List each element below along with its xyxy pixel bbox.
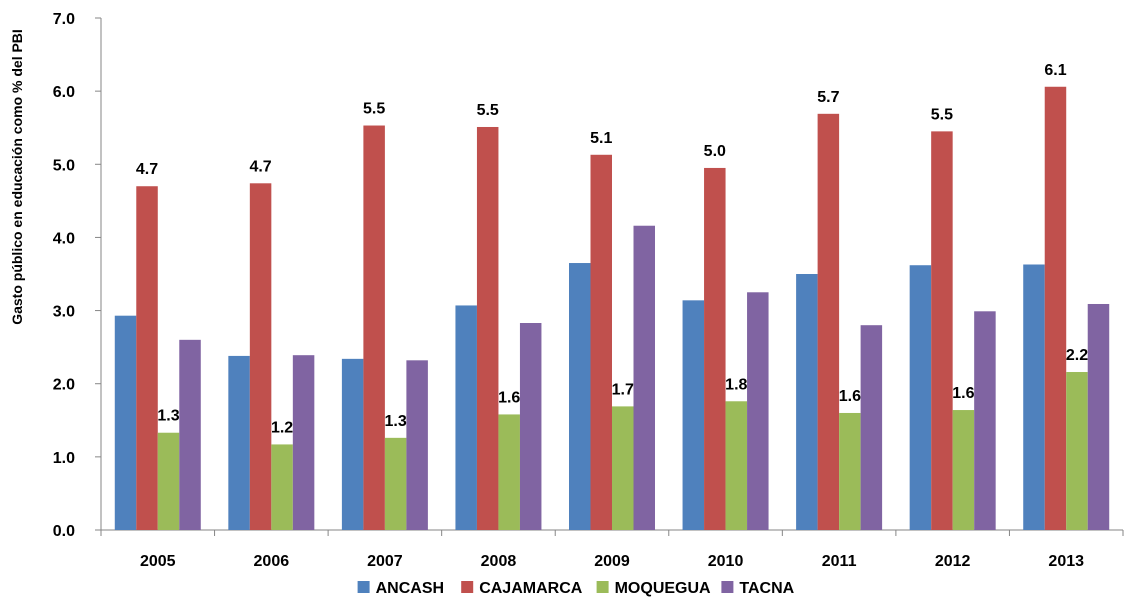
bar-ancash bbox=[796, 274, 818, 530]
y-tick-label: 3.0 bbox=[53, 304, 75, 321]
bar-cajamarca bbox=[704, 167, 726, 530]
y-axis-label: Gasto público en educación como % del PB… bbox=[9, 29, 25, 325]
bar-ancash bbox=[228, 355, 250, 530]
bar-ancash bbox=[682, 300, 705, 530]
data-label-cajamarca: 5.5 bbox=[363, 101, 385, 118]
data-label-cajamarca: 5.1 bbox=[590, 130, 612, 147]
bar-cajamarca bbox=[1044, 86, 1067, 531]
x-tick-label: 2012 bbox=[935, 553, 971, 570]
data-label-cajamarca: 6.1 bbox=[1044, 62, 1066, 79]
x-tick-label: 2013 bbox=[1048, 553, 1084, 570]
legend-swatch bbox=[357, 581, 370, 593]
bar-tacna bbox=[519, 323, 542, 530]
legend-item-ancash: ANCASH bbox=[357, 580, 444, 597]
data-label-cajamarca: 4.7 bbox=[136, 161, 158, 178]
y-tick-label: 4.0 bbox=[53, 230, 75, 247]
bar-moquegua bbox=[498, 414, 520, 530]
legend-item-tacna: TACNA bbox=[721, 580, 795, 597]
plot-area: 0.0 1.0 2.0 3.0 4.0 5.0 6.0 7.0 2005 4.7 1.3 2006 4.… bbox=[53, 11, 1124, 570]
bar-moquegua bbox=[1066, 372, 1088, 530]
data-label-moquegua: 1.6 bbox=[498, 389, 520, 406]
bar-cajamarca bbox=[931, 131, 953, 530]
bar-tacna bbox=[633, 225, 655, 530]
bar-tacna bbox=[747, 292, 769, 530]
bar-moquegua bbox=[839, 412, 861, 530]
data-label-moquegua: 1.3 bbox=[157, 408, 179, 425]
data-label-cajamarca: 5.0 bbox=[704, 143, 726, 160]
x-tick-label: 2009 bbox=[594, 553, 630, 570]
x-tick-label: 2011 bbox=[822, 553, 857, 570]
y-tick-label: 0.0 bbox=[53, 523, 75, 540]
x-tick-label: 2007 bbox=[367, 553, 403, 570]
data-label-moquegua: 1.2 bbox=[271, 419, 293, 436]
y-tick-label: 5.0 bbox=[53, 157, 75, 174]
bar-tacna bbox=[860, 325, 883, 530]
bar-tacna bbox=[292, 355, 315, 530]
bar-moquegua bbox=[271, 444, 293, 530]
data-label-moquegua: 1.3 bbox=[385, 413, 407, 430]
legend-label: TACNA bbox=[739, 580, 794, 597]
data-label-moquegua: 1.6 bbox=[952, 385, 974, 402]
data-label-moquegua: 1.7 bbox=[612, 381, 634, 398]
legend-item-cajamarca: CAJAMARCA bbox=[461, 580, 583, 597]
y-tick-label: 2.0 bbox=[53, 377, 75, 394]
legend-label: CAJAMARCA bbox=[479, 580, 583, 597]
bar-moquegua bbox=[157, 432, 180, 530]
data-label-cajamarca: 5.7 bbox=[817, 89, 839, 106]
data-label-moquegua: 2.2 bbox=[1066, 347, 1088, 364]
legend-label: MOQUEGUA bbox=[615, 580, 711, 597]
bar-moquegua bbox=[612, 406, 634, 530]
bar-ancash bbox=[455, 305, 477, 530]
bar-tacna bbox=[974, 311, 996, 530]
bar-ancash bbox=[114, 315, 137, 530]
data-label-cajamarca: 5.5 bbox=[477, 102, 499, 119]
y-tick-label: 6.0 bbox=[53, 84, 75, 101]
x-tick-label: 2010 bbox=[708, 553, 744, 570]
x-tick-label: 2005 bbox=[140, 553, 176, 570]
bar-cajamarca bbox=[476, 126, 499, 531]
bar-ancash bbox=[341, 358, 364, 530]
x-tick-label: 2006 bbox=[254, 553, 290, 570]
legend-item-moquegua: MOQUEGUA bbox=[596, 580, 711, 597]
bar-tacna bbox=[406, 360, 428, 530]
bar-cajamarca bbox=[817, 113, 840, 531]
legend: ANCASH CAJAMARCA MOQUEGUA TACNA bbox=[357, 580, 795, 597]
legend-swatch bbox=[461, 581, 474, 593]
legend-swatch bbox=[721, 581, 734, 593]
bar-moquegua bbox=[725, 401, 748, 530]
legend-swatch bbox=[596, 581, 609, 593]
data-label-moquegua: 1.6 bbox=[839, 388, 861, 405]
y-tick-label: 1.0 bbox=[53, 450, 75, 467]
bar-cajamarca bbox=[363, 125, 385, 531]
bar-cajamarca bbox=[590, 154, 612, 530]
data-label-cajamarca: 4.7 bbox=[249, 158, 271, 175]
y-tick-label: 7.0 bbox=[53, 11, 75, 28]
data-label-moquegua: 1.8 bbox=[725, 376, 747, 393]
bar-cajamarca bbox=[249, 183, 272, 530]
bar-ancash bbox=[569, 263, 591, 530]
x-tick-label: 2008 bbox=[481, 553, 517, 570]
data-label-cajamarca: 5.5 bbox=[931, 106, 953, 123]
bar-tacna bbox=[1087, 303, 1110, 530]
legend-label: ANCASH bbox=[376, 580, 444, 597]
bar-moquegua bbox=[952, 410, 975, 530]
bar-ancash bbox=[909, 265, 932, 530]
bar-ancash bbox=[1023, 264, 1045, 530]
bar-cajamarca bbox=[136, 186, 158, 530]
bar-tacna bbox=[179, 339, 201, 530]
bar-moquegua bbox=[384, 437, 407, 530]
